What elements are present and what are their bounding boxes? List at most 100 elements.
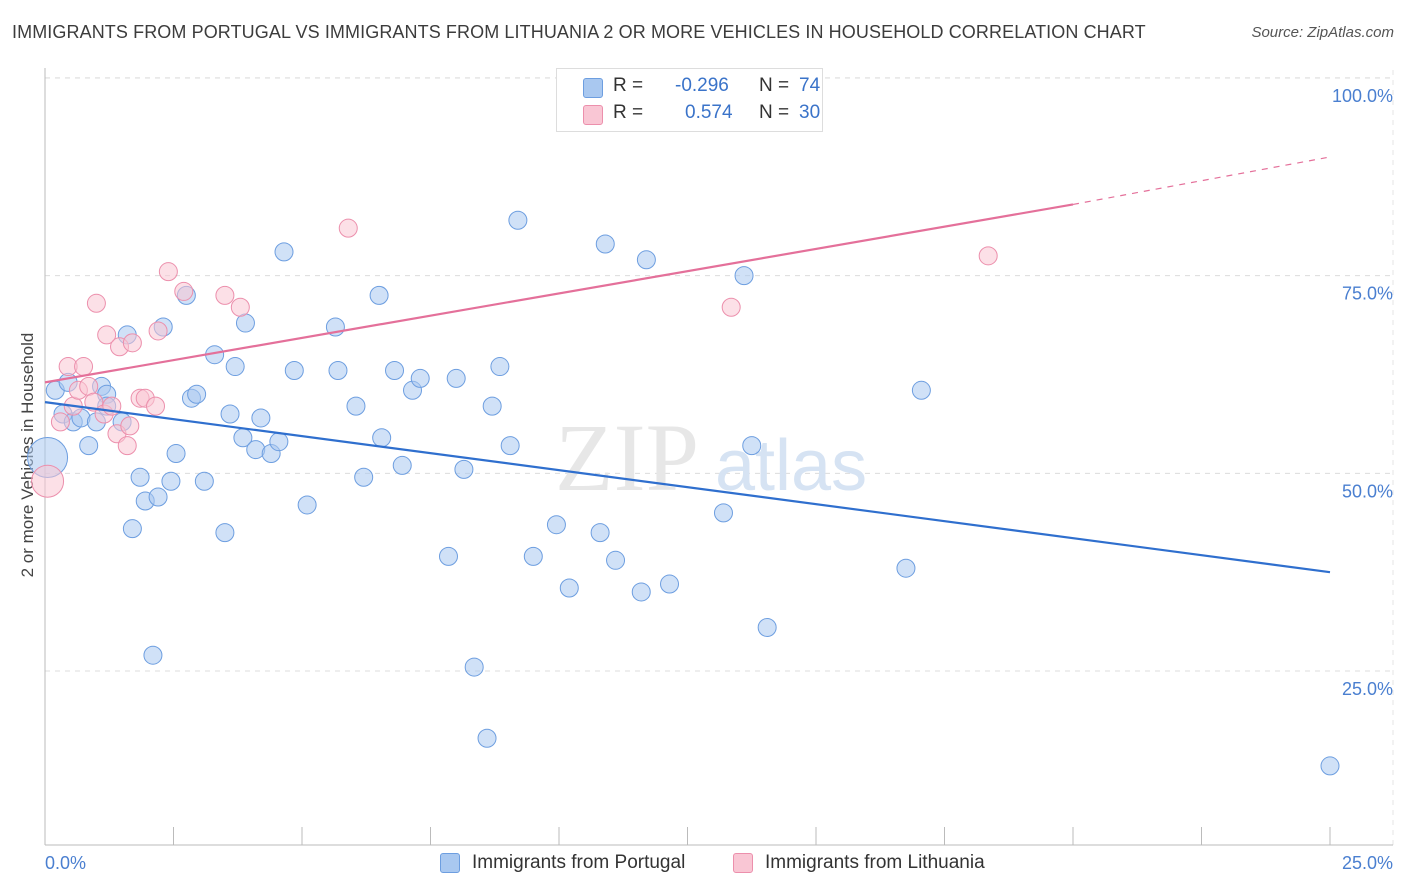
legend-n-value-lithuania: 30: [799, 102, 821, 123]
point-portugal: [297, 495, 317, 515]
point-portugal: [392, 455, 412, 475]
point-portugal: [1320, 756, 1340, 776]
point-portugal: [328, 361, 348, 381]
point-lithuania: [74, 357, 94, 377]
point-portugal: [225, 357, 245, 377]
y-tick-label: 75.0%: [1342, 284, 1393, 304]
legend-r-value-lithuania: 0.574: [685, 102, 733, 123]
point-portugal: [235, 313, 255, 333]
legend-n-value-portugal: 74: [799, 75, 821, 96]
point-portugal: [346, 396, 366, 416]
point-lithuania: [117, 436, 137, 456]
legend-r-label: R =: [613, 75, 644, 96]
legend-label-lithuania: Immigrants from Lithuania: [765, 852, 985, 873]
data-points: [27, 210, 1340, 776]
point-portugal: [464, 657, 484, 677]
point-lithuania: [79, 376, 99, 396]
point-portugal: [606, 550, 626, 570]
point-portugal: [187, 384, 207, 404]
point-portugal: [284, 361, 304, 381]
point-portugal: [911, 380, 931, 400]
point-portugal: [369, 285, 389, 305]
point-lithuania: [338, 218, 358, 238]
point-lithuania: [86, 293, 106, 313]
watermark: ZIP atlas: [555, 404, 867, 511]
point-portugal: [130, 467, 150, 487]
point-portugal: [508, 210, 528, 230]
chart-title: IMMIGRANTS FROM PORTUGAL VS IMMIGRANTS F…: [12, 22, 1146, 42]
watermark-atlas: atlas: [715, 426, 867, 506]
point-lithuania: [978, 246, 998, 266]
point-portugal: [595, 234, 615, 254]
point-portugal: [500, 436, 520, 456]
point-lithuania: [120, 416, 140, 436]
legend-label-portugal: Immigrants from Portugal: [472, 852, 686, 873]
x-tick-label: 0.0%: [45, 853, 86, 873]
trend-lines: [44, 156, 1331, 574]
point-portugal: [896, 558, 916, 578]
point-portugal: [438, 546, 458, 566]
point-portugal: [490, 357, 510, 377]
point-portugal: [713, 503, 733, 523]
point-portugal: [220, 404, 240, 424]
y-tick-label: 50.0%: [1342, 481, 1393, 501]
point-portugal: [757, 618, 777, 638]
point-lithuania: [721, 297, 741, 317]
point-portugal: [385, 361, 405, 381]
x-tick-label: 25.0%: [1342, 853, 1393, 873]
legend-n-label: N =: [759, 75, 790, 96]
point-lithuania: [97, 325, 117, 345]
source-credit: Source: ZipAtlas.com: [1251, 24, 1394, 41]
point-portugal: [194, 471, 214, 491]
y-tick-label: 100.0%: [1332, 86, 1393, 106]
point-lithuania: [148, 321, 168, 341]
point-lithuania: [50, 412, 70, 432]
point-portugal: [559, 578, 579, 598]
point-portugal: [454, 459, 474, 479]
legend-n-label: N =: [759, 102, 790, 123]
point-portugal: [143, 645, 163, 665]
legend-swatch-lithuania: [733, 853, 753, 873]
trend-line-lithuania-extension: [1072, 156, 1331, 206]
point-portugal: [269, 432, 289, 452]
point-portugal: [636, 250, 656, 270]
point-portugal: [166, 444, 186, 464]
y-tick-label: 25.0%: [1342, 679, 1393, 699]
point-portugal: [546, 515, 566, 535]
point-portugal: [354, 467, 374, 487]
point-lithuania: [215, 285, 235, 305]
legend-swatch-lithuania: [583, 105, 603, 125]
point-lithuania: [31, 464, 65, 498]
point-portugal: [660, 574, 680, 594]
point-portugal: [590, 523, 610, 543]
legend-swatch-portugal: [440, 853, 460, 873]
point-portugal: [446, 368, 466, 388]
point-portugal: [122, 519, 142, 539]
legend-swatch-portugal: [583, 78, 603, 98]
point-lithuania: [122, 333, 142, 353]
point-portugal: [734, 266, 754, 286]
legend-r-value-portugal: -0.296: [675, 75, 729, 96]
stats-legend: R = -0.296 N = 74 R = 0.574 N = 30: [556, 68, 823, 132]
point-lithuania: [146, 396, 166, 416]
legend-r-label: R =: [613, 102, 644, 123]
point-portugal: [148, 487, 168, 507]
point-portugal: [477, 728, 497, 748]
watermark-zip: ZIP: [555, 404, 699, 511]
point-lithuania: [174, 281, 194, 301]
point-portugal: [523, 546, 543, 566]
point-portugal: [274, 242, 294, 262]
trend-line-portugal: [44, 401, 1331, 574]
point-portugal: [482, 396, 502, 416]
point-portugal: [161, 471, 181, 491]
point-lithuania: [230, 297, 250, 317]
point-portugal: [631, 582, 651, 602]
point-portugal: [410, 368, 430, 388]
point-lithuania: [158, 262, 178, 282]
point-portugal: [79, 436, 99, 456]
point-portugal: [372, 428, 392, 448]
point-portugal: [251, 408, 271, 428]
tick-labels: 100.0% 75.0% 50.0% 25.0% 0.0% 25.0%: [45, 86, 1393, 873]
trend-line-lithuania: [44, 203, 1074, 384]
